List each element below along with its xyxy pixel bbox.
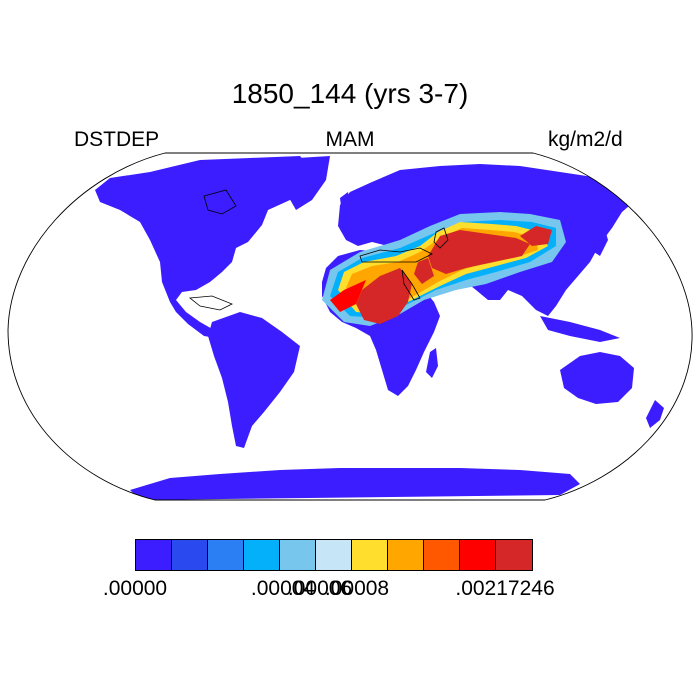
colorbar-swatch-0 xyxy=(136,540,172,570)
indonesia xyxy=(540,316,620,342)
colorbar-label-4: .00217246 xyxy=(455,577,555,600)
new-zealand xyxy=(646,400,664,428)
colorbar-swatch-7 xyxy=(388,540,424,570)
colorbar-swatch-8 xyxy=(424,540,460,570)
colorbar-swatch-2 xyxy=(208,540,244,570)
australia xyxy=(560,352,634,404)
deposition-strip-red xyxy=(330,280,366,312)
colorbar-label-2: .00006 xyxy=(287,577,353,600)
colorbar-swatch-9 xyxy=(460,540,496,570)
units-label: kg/m2/d xyxy=(548,128,623,151)
coast-mediterranean xyxy=(359,247,433,263)
deposition-core-sahara xyxy=(356,268,412,324)
coast-red-sea xyxy=(401,269,421,301)
uk xyxy=(340,192,350,214)
greenland xyxy=(265,156,330,210)
colorbar-swatch-10 xyxy=(496,540,532,570)
japan xyxy=(594,226,608,256)
antarctica xyxy=(130,468,580,500)
colorbar-label-1: .00004 xyxy=(250,577,316,600)
globe-outline xyxy=(7,152,693,501)
colorbar xyxy=(135,539,533,571)
colorbar-label-3: .00008 xyxy=(324,577,390,600)
deposition-core-asia xyxy=(428,230,530,274)
deposition-core-arabia xyxy=(414,258,434,284)
coast-caspian xyxy=(433,227,449,249)
madagascar xyxy=(426,348,438,378)
colorbar-swatch-1 xyxy=(172,540,208,570)
colorbar-swatch-5 xyxy=(316,540,352,570)
map-title: 1850_144 (yrs 3-7) xyxy=(231,78,469,109)
coast-caribbean xyxy=(188,295,233,311)
colorbar-swatch-3 xyxy=(244,540,280,570)
colorbar-swatch-4 xyxy=(280,540,316,570)
colorbar-swatch-6 xyxy=(352,540,388,570)
coast-hudson xyxy=(203,189,237,215)
north-america xyxy=(95,156,310,338)
south-america xyxy=(208,312,300,448)
variable-label: DSTDEP xyxy=(74,128,160,151)
deposition-core-tarim xyxy=(520,226,552,246)
colorbar-label-0: .00000 xyxy=(102,577,168,600)
season-label: MAM xyxy=(325,128,375,151)
